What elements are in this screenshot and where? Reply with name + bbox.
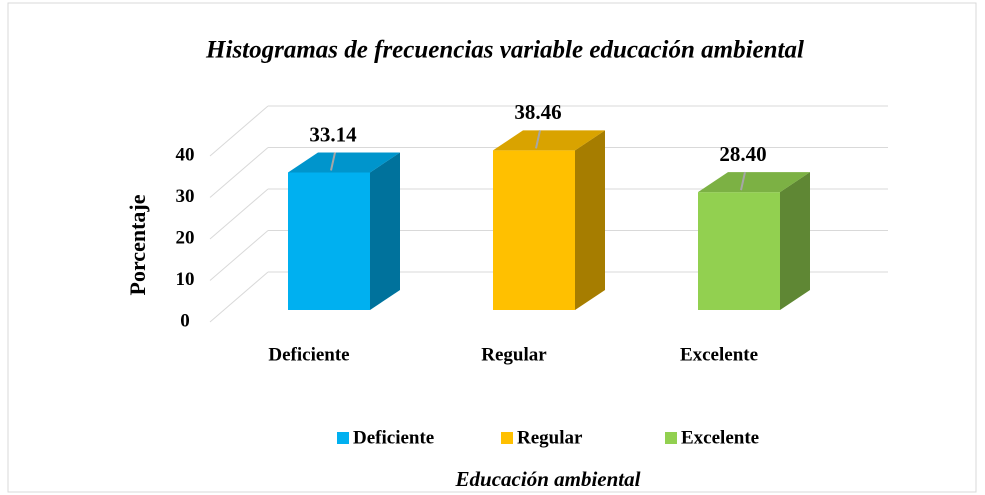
y-tick-label: 30 [176, 186, 195, 207]
bar-side [575, 130, 605, 310]
y-tick-label: 0 [180, 310, 190, 331]
legend-swatch [337, 432, 349, 444]
y-tick-label: 20 [176, 227, 195, 248]
bar [288, 172, 370, 310]
value-label: 33.14 [309, 122, 357, 146]
bar-side [370, 152, 400, 310]
bar-top [698, 172, 810, 193]
legend-label: Regular [517, 427, 583, 448]
grid-line [209, 271, 269, 323]
leader-line [535, 130, 541, 149]
legend-swatch [665, 432, 677, 444]
bar-side-shade [780, 172, 810, 310]
bar-top-shade [288, 152, 400, 173]
bar [493, 150, 575, 310]
bar [698, 192, 780, 310]
chart-frame [7, 2, 977, 493]
bar-side-shade [370, 152, 400, 310]
bar-top-shade [493, 130, 605, 151]
leader-line [330, 152, 336, 171]
legend-label: Deficiente [353, 427, 434, 448]
value-label: 38.46 [514, 100, 561, 124]
grid-line [209, 105, 269, 157]
value-label: 28.40 [719, 142, 766, 166]
leader-line [740, 171, 746, 191]
grid-line [209, 230, 269, 281]
bar-top [288, 152, 400, 173]
x-tick-label: Deficiente [268, 344, 349, 365]
grid-line [209, 188, 269, 240]
y-tick-label: 10 [176, 269, 195, 290]
bar-side-shade [575, 130, 605, 310]
y-axis-title: Porcentaje [125, 194, 150, 295]
bar-top-shade [698, 172, 810, 193]
legend-swatch [501, 432, 513, 444]
bar-top [493, 130, 605, 151]
bar-side [780, 172, 810, 310]
legend-label: Excelente [681, 427, 759, 448]
x-tick-label: Excelente [680, 344, 758, 365]
y-tick-label: 40 [176, 144, 195, 165]
x-tick-label: Regular [481, 344, 547, 365]
chart-title: Histogramas de frecuencias variable educ… [205, 37, 804, 64]
grid-line [209, 147, 269, 198]
x-axis-title: Educación ambiental [455, 467, 641, 491]
